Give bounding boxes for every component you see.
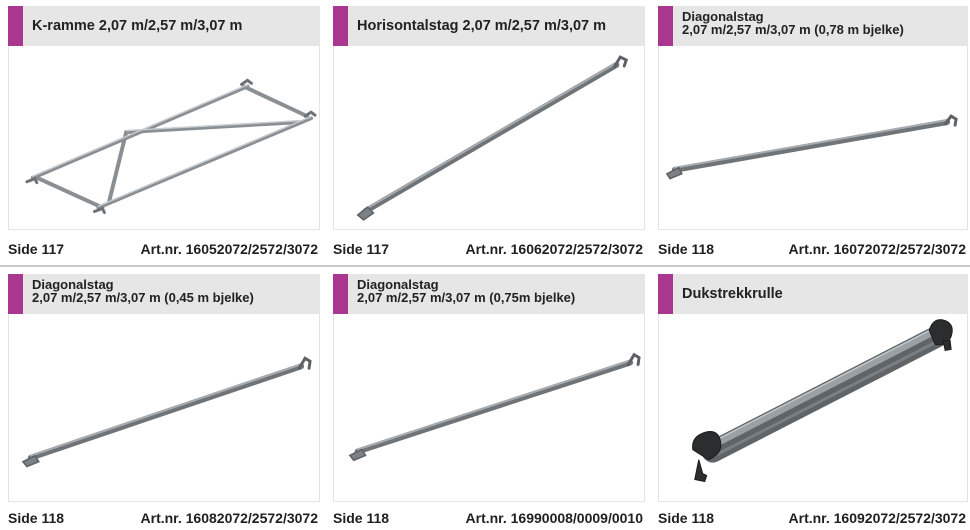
- product-footer: Side 118 Art.nr. 16082072/2572/3072: [8, 510, 320, 530]
- product-header: Dukstrekkrulle: [658, 274, 968, 314]
- page-reference: Side 118: [333, 510, 390, 526]
- article-number: Art.nr. 16082072/2572/3072: [140, 510, 318, 526]
- page-reference: Side 117: [8, 241, 65, 257]
- product-footer: Side 117 Art.nr. 16052072/2572/3072: [8, 241, 320, 261]
- accent-bar: [8, 6, 23, 46]
- k-frame-icon: [25, 78, 317, 215]
- product-title-line: 2,07 m/2,57 m/3,07 m (0,45 m bjelke): [32, 290, 254, 306]
- product-footer: Side 117 Art.nr. 16062072/2572/3072: [333, 241, 645, 261]
- product-card-k-ramme: K-ramme 2,07 m/2,57 m/3,07 m: [0, 0, 322, 263]
- product-image: [333, 46, 645, 230]
- product-title: Diagonalstag 2,07 m/2,57 m/3,07 m (0,75m…: [357, 274, 641, 314]
- product-header: Horisontalstag 2,07 m/2,57 m/3,07 m: [333, 6, 645, 46]
- diagonal-brace-icon: [348, 352, 641, 462]
- page-reference: Side 118: [658, 241, 715, 257]
- product-title-line: Diagonalstag: [357, 277, 439, 292]
- product-title: Diagonalstag 2,07 m/2,57 m/3,07 m (0,78 …: [682, 6, 964, 46]
- product-title: Diagonalstag 2,07 m/2,57 m/3,07 m (0,45 …: [32, 274, 316, 314]
- product-title-line: Horisontalstag 2,07 m/2,57 m/3,07 m: [357, 17, 607, 34]
- page-reference: Side 118: [8, 510, 65, 526]
- product-image: [8, 46, 320, 230]
- product-title: Dukstrekkrulle: [682, 274, 964, 314]
- product-title-line: Diagonalstag: [682, 9, 764, 24]
- product-title: Horisontalstag 2,07 m/2,57 m/3,07 m: [357, 6, 641, 46]
- accent-bar: [8, 274, 23, 314]
- product-title-line: Dukstrekkrulle: [682, 285, 783, 302]
- horizontal-brace-icon: [356, 55, 629, 221]
- accent-bar: [333, 274, 348, 314]
- product-image: [333, 314, 645, 502]
- product-header: Diagonalstag 2,07 m/2,57 m/3,07 m (0,45 …: [8, 274, 320, 314]
- product-header: Diagonalstag 2,07 m/2,57 m/3,07 m (0,78 …: [658, 6, 968, 46]
- accent-bar: [658, 274, 673, 314]
- product-card-diagonalstag-078: Diagonalstag 2,07 m/2,57 m/3,07 m (0,78 …: [650, 0, 970, 263]
- product-header: K-ramme 2,07 m/2,57 m/3,07 m: [8, 6, 320, 46]
- product-title-line: 2,07 m/2,57 m/3,07 m (0,78 m bjelke): [682, 22, 904, 38]
- product-image: [8, 314, 320, 502]
- product-image: [658, 46, 968, 230]
- product-card-horisontalstag: Horisontalstag 2,07 m/2,57 m/3,07 m Side…: [325, 0, 647, 263]
- product-footer: Side 118 Art.nr. 16092072/2572/3072: [658, 510, 968, 530]
- row-divider: [0, 265, 970, 267]
- page-reference: Side 117: [333, 241, 390, 257]
- product-title-line: 2,07 m/2,57 m/3,07 m (0,75m bjelke): [357, 290, 576, 306]
- product-card-dukstrekkrulle: Dukstrekkrulle Side 118: [650, 268, 970, 527]
- product-card-diagonalstag-045: Diagonalstag 2,07 m/2,57 m/3,07 m (0,45 …: [0, 268, 322, 527]
- accent-bar: [658, 6, 673, 46]
- accent-bar: [333, 6, 348, 46]
- diagonal-brace-icon: [21, 356, 312, 468]
- product-footer: Side 118 Art.nr. 16072072/2572/3072: [658, 241, 968, 261]
- product-title: K-ramme 2,07 m/2,57 m/3,07 m: [32, 6, 316, 46]
- product-title-line: Diagonalstag: [32, 277, 114, 292]
- tarp-tension-roller-icon: [692, 319, 953, 483]
- diagonal-brace-icon: [665, 114, 958, 180]
- article-number: Art.nr. 16092072/2572/3072: [788, 510, 966, 526]
- product-title-line: K-ramme 2,07 m/2,57 m/3,07 m: [32, 17, 243, 34]
- article-number: Art.nr. 16062072/2572/3072: [465, 241, 643, 257]
- product-footer: Side 118 Art.nr. 16990008/0009/0010: [333, 510, 645, 530]
- article-number: Art.nr. 16990008/0009/0010: [465, 510, 643, 526]
- product-header: Diagonalstag 2,07 m/2,57 m/3,07 m (0,75m…: [333, 274, 645, 314]
- product-image: [658, 314, 968, 502]
- article-number: Art.nr. 16072072/2572/3072: [788, 241, 966, 257]
- article-number: Art.nr. 16052072/2572/3072: [140, 241, 318, 257]
- product-card-diagonalstag-075: Diagonalstag 2,07 m/2,57 m/3,07 m (0,75m…: [325, 268, 647, 527]
- page-reference: Side 118: [658, 510, 715, 526]
